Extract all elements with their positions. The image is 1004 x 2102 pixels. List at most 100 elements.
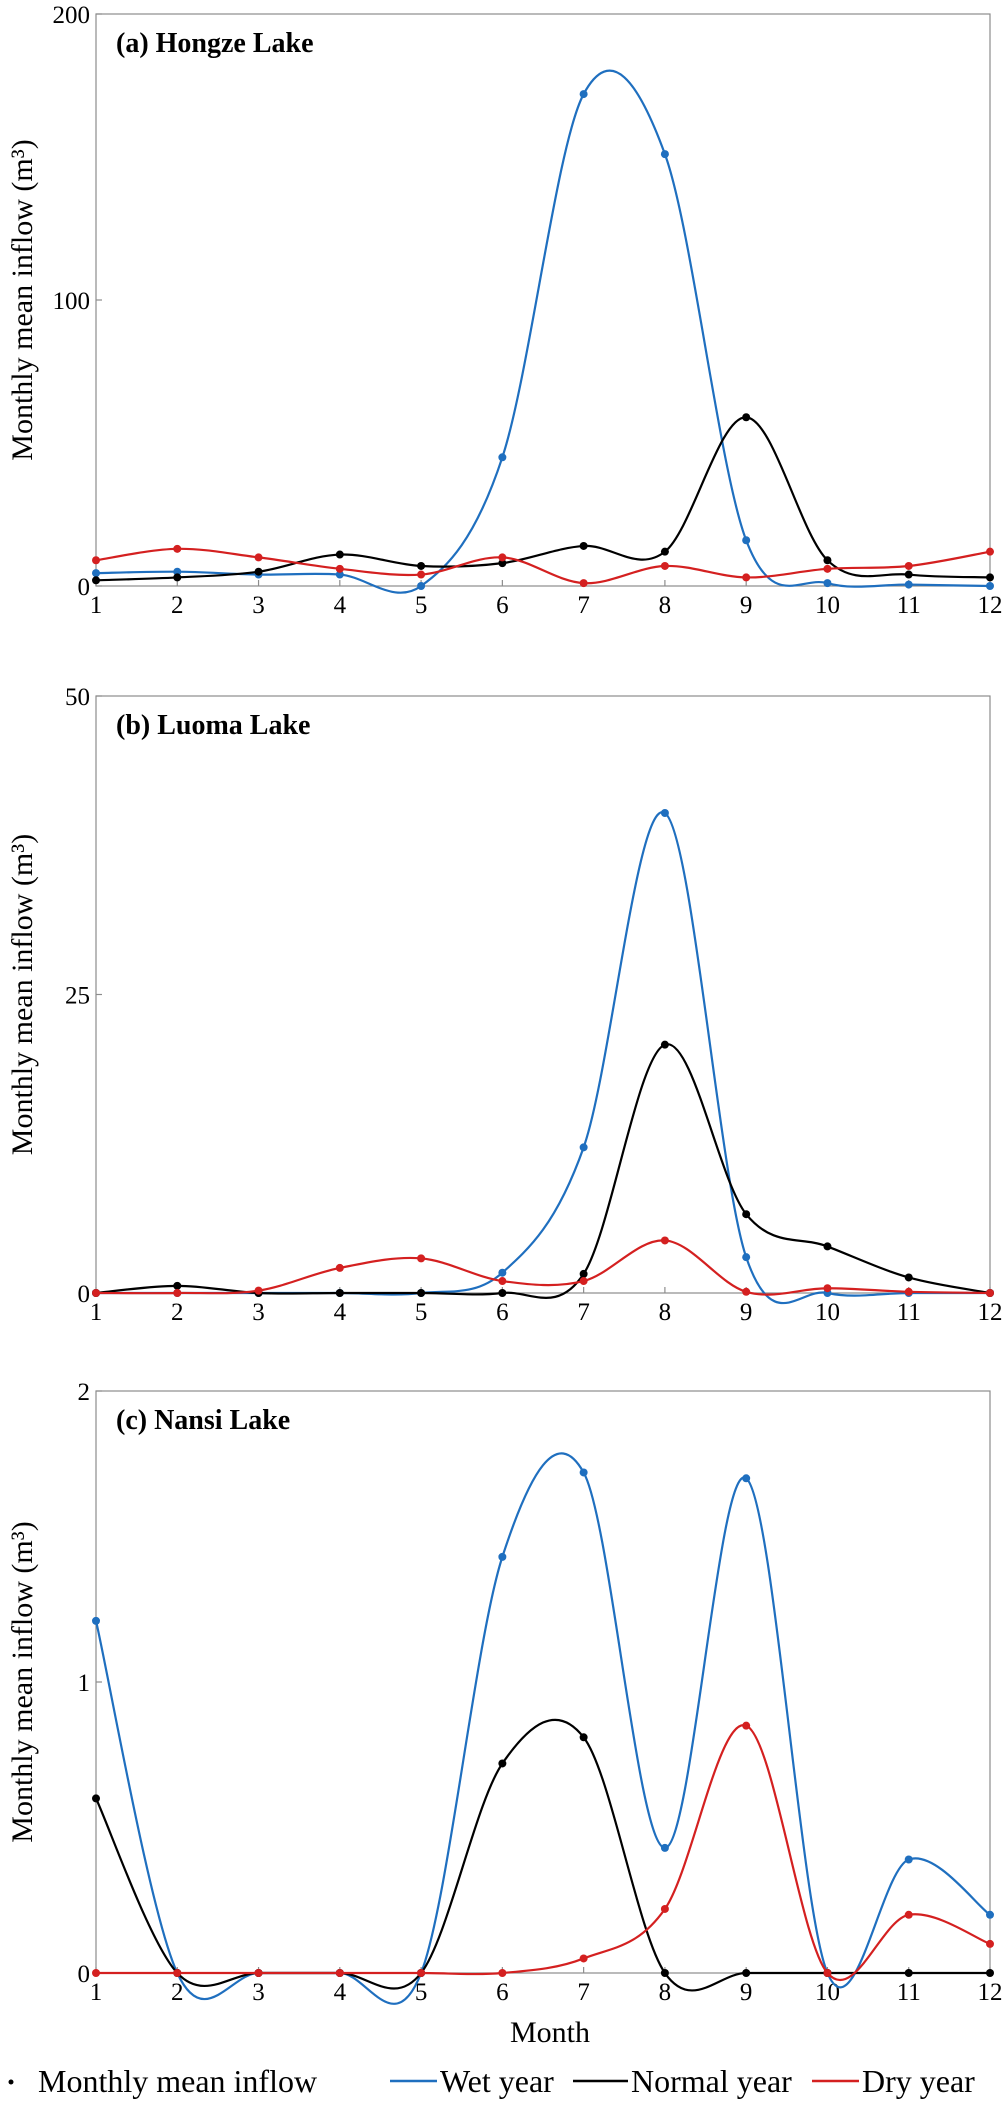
x-tick-label: 8: [659, 1979, 672, 2006]
y-tick-label: 100: [53, 288, 91, 315]
x-tick-label: 5: [415, 1299, 428, 1326]
x-tick-label: 8: [659, 592, 672, 619]
y-tick-label: 0: [78, 1961, 91, 1988]
data-point: [904, 570, 913, 579]
data-point: [986, 1969, 994, 1977]
data-point: [579, 579, 588, 588]
x-tick-label: 12: [978, 592, 1003, 619]
data-point: [579, 90, 588, 99]
data-point: [498, 1277, 507, 1286]
x-tick-label: 4: [334, 1299, 347, 1326]
x-tick-label: 10: [815, 1979, 840, 2006]
data-point: [986, 547, 994, 556]
x-tick-label: 5: [415, 1979, 428, 2006]
plot-frame: [95, 695, 991, 1294]
data-point: [986, 1939, 994, 1948]
data-point: [417, 582, 426, 590]
x-axis-label: Month: [510, 2016, 590, 2049]
data-point: [904, 1287, 913, 1296]
data-point: [173, 544, 182, 553]
data-point: [417, 1289, 426, 1297]
x-tick-label: 5: [415, 592, 428, 619]
data-point: [742, 1721, 751, 1730]
data-point: [92, 1289, 100, 1297]
data-point: [92, 569, 100, 578]
x-tick-label: 3: [252, 1979, 265, 2006]
data-point: [335, 570, 344, 579]
data-point: [660, 150, 669, 159]
panel-title: (c) Nansi Lake: [116, 1405, 290, 1436]
data-point: [904, 1910, 913, 1919]
panel-title: (b) Luoma Lake: [116, 710, 310, 741]
x-tick-label: 6: [496, 592, 509, 619]
y-tick-label: 50: [65, 684, 90, 711]
data-point: [498, 553, 507, 562]
x-tick-label: 9: [740, 1299, 753, 1326]
series-line-normal-year: [95, 1043, 991, 1299]
data-point: [579, 541, 588, 550]
series-line-wet-year: [96, 811, 990, 1305]
series-line-wet-year: [95, 69, 991, 594]
data-point: [498, 559, 507, 568]
x-tick-label: 11: [897, 592, 921, 619]
data-point: [986, 573, 994, 582]
data-point: [660, 547, 669, 556]
data-point: [498, 1268, 507, 1277]
legend-dot-icon: [8, 2079, 14, 2085]
data-point: [579, 1269, 588, 1278]
x-tick-label: 2: [171, 592, 184, 619]
data-point: [904, 1969, 913, 1977]
data-point: [660, 809, 669, 818]
x-tick-label: 4: [334, 592, 347, 619]
data-point: [660, 1236, 669, 1245]
x-tick-label: 7: [577, 592, 590, 619]
series-line-normal-year: [95, 1718, 990, 1992]
legend-label-wet-year: Wet year: [440, 2063, 554, 2099]
data-point: [335, 550, 344, 559]
y-tick-label: 0: [78, 1281, 91, 1308]
x-tick-label: 9: [740, 1979, 753, 2006]
data-point: [335, 1969, 344, 1977]
x-tick-label: 8: [659, 1299, 672, 1326]
data-point: [904, 1855, 913, 1864]
data-point: [254, 567, 263, 576]
data-point: [742, 1253, 751, 1262]
data-point: [742, 573, 751, 582]
data-point: [660, 1843, 669, 1852]
data-point: [335, 1263, 344, 1272]
y-axis-label: Monthly mean inflow (m³): [6, 139, 39, 460]
data-point: [660, 1969, 669, 1977]
data-point: [823, 579, 832, 588]
data-point: [823, 556, 832, 565]
data-point: [986, 1910, 994, 1919]
data-point: [660, 1040, 669, 1049]
data-point: [986, 1289, 994, 1297]
data-point: [498, 1969, 507, 1977]
x-tick-label: 3: [252, 1299, 265, 1326]
y-tick-label: 1: [78, 1670, 91, 1697]
y-tick-label: 2: [78, 1379, 91, 1406]
x-tick-label: 12: [978, 1299, 1003, 1326]
data-point: [335, 564, 344, 573]
y-axis-label: Monthly mean inflow (m³): [6, 834, 39, 1155]
data-point: [417, 1969, 426, 1977]
series-line-dry-year: [95, 1239, 991, 1296]
legend: Monthly mean inflow Wet year Normal year…: [8, 2063, 975, 2099]
data-point: [904, 561, 913, 570]
data-point: [742, 1969, 751, 1977]
data-point: [498, 1552, 507, 1561]
x-tick-label: 1: [90, 1979, 103, 2006]
legend-label-normal-year: Normal year: [631, 2063, 792, 2099]
data-point: [823, 564, 832, 573]
data-point: [579, 1143, 588, 1152]
data-point: [417, 570, 426, 579]
data-point: [823, 1284, 832, 1293]
data-point: [254, 1286, 263, 1295]
data-point: [335, 1289, 344, 1297]
x-tick-label: 2: [171, 1299, 184, 1326]
data-point: [173, 573, 182, 582]
y-axis-label: Monthly mean inflow (m³): [6, 1521, 39, 1842]
x-tick-label: 7: [577, 1299, 590, 1326]
